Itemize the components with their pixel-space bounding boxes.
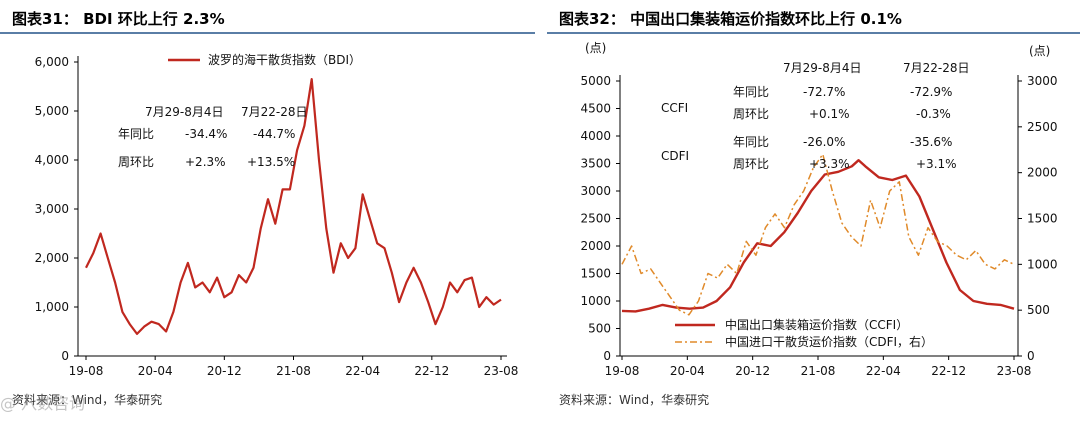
x-tick-label: 20-04 bbox=[138, 364, 173, 378]
chart-panel-ccfi-cdfi: 图表32： 中国出口集装箱运价指数环比上行 0.1% (点) (点) 0 500 1… bbox=[547, 0, 1080, 425]
y-tick-label-left: 3000 bbox=[580, 184, 611, 198]
x-tick-label: 19-08 bbox=[69, 364, 104, 378]
watermark: @ 八数咨询 bbox=[0, 394, 86, 413]
ann-cdfi-label: CDFI bbox=[661, 149, 689, 163]
chart-panel-bdi: 图表31： BDI 环比上行 2.3% 0 1,000 2,000 3,000 4,00… bbox=[0, 0, 535, 425]
y-tick-label-right: 1500 bbox=[1027, 212, 1058, 226]
title-rule bbox=[547, 32, 1080, 34]
legend-label-ccfi: 中国出口集装箱运价指数（CCFI） bbox=[725, 317, 908, 332]
annotation-table: 7月29-8月4日 7月22-28日 年同比 -34.4% -44.7% 周环比… bbox=[118, 105, 308, 169]
y-tick-label: 0 bbox=[61, 349, 69, 363]
ann-ccfi-label: CCFI bbox=[661, 101, 688, 115]
y-tick-label-left: 2500 bbox=[580, 212, 611, 226]
y-tick-label-right: 2000 bbox=[1027, 166, 1058, 180]
series-line-ccfi bbox=[621, 159, 1015, 313]
y-tick-label-left: 1000 bbox=[580, 294, 611, 308]
ann-r4-label: 周环比 bbox=[733, 157, 769, 171]
ann-row1-v1: -34.4% bbox=[185, 127, 227, 141]
x-tick-label: 22-04 bbox=[866, 364, 901, 378]
ann-r4-v1: +3.3% bbox=[809, 157, 850, 171]
ann-r3-v1: -26.0% bbox=[803, 135, 845, 149]
x-tick-label: 23-08 bbox=[997, 364, 1032, 378]
title-rule bbox=[0, 32, 535, 34]
source-note: 资料来源：Wind，华泰研究 bbox=[559, 393, 710, 407]
y-tick-label-right: 3000 bbox=[1027, 74, 1058, 88]
ann-r1-v2: -72.9% bbox=[910, 85, 952, 99]
x-tick-label: 20-12 bbox=[207, 364, 242, 378]
series-line-bdi bbox=[85, 78, 502, 335]
ann-header-2: 7月22-28日 bbox=[903, 61, 970, 75]
y-tick-label-left: 5000 bbox=[580, 74, 611, 88]
y-tick-label-right: 2500 bbox=[1027, 120, 1058, 134]
ann-row2-v2: +13.5% bbox=[247, 155, 295, 169]
legend-label-cdfi: 中国进口干散货运价指数（CDFI，右） bbox=[725, 334, 933, 349]
legend: 波罗的海干散货指数（BDI） bbox=[168, 52, 361, 67]
x-tick-label: 21-08 bbox=[801, 364, 836, 378]
x-tick-label: 23-08 bbox=[484, 364, 519, 378]
x-tick-label: 22-12 bbox=[414, 364, 449, 378]
y-tick-label-left: 0 bbox=[603, 349, 611, 363]
ann-r2-v2: -0.3% bbox=[916, 107, 951, 121]
y-tick-label-right: 500 bbox=[1027, 303, 1050, 317]
series-line-cdfi bbox=[621, 153, 1015, 316]
ann-row1-v2: -44.7% bbox=[253, 127, 295, 141]
y-tick-label: 2,000 bbox=[35, 251, 69, 265]
x-tick-label: 20-04 bbox=[670, 364, 705, 378]
chart-title: 图表31： BDI 环比上行 2.3% bbox=[12, 10, 225, 28]
y-tick-label: 4,000 bbox=[35, 153, 69, 167]
annotation-table: 7月29-8月4日 7月22-28日 CCFI CDFI 年同比 -72.7% … bbox=[661, 61, 970, 171]
x-tick-label: 22-12 bbox=[931, 364, 966, 378]
bdi-chart: 0 1,000 2,000 3,000 4,000 5,000 6,000 19-08 20-… bbox=[35, 52, 519, 378]
x-tick-label: 20-12 bbox=[735, 364, 770, 378]
ann-row2-v1: +2.3% bbox=[185, 155, 226, 169]
ann-r1-label: 年同比 bbox=[733, 85, 769, 99]
ann-header-2: 7月22-28日 bbox=[241, 105, 308, 119]
ann-header-1: 7月29-8月4日 bbox=[783, 61, 862, 75]
y-tick-label-left: 4500 bbox=[580, 102, 611, 116]
y-tick-label-left: 2000 bbox=[580, 239, 611, 253]
ann-row2-label: 周环比 bbox=[118, 155, 154, 169]
ann-r3-label: 年同比 bbox=[733, 135, 769, 149]
ann-header-1: 7月29-8月4日 bbox=[145, 105, 224, 119]
ann-r3-v2: -35.6% bbox=[910, 135, 952, 149]
x-tick-label: 19-08 bbox=[605, 364, 640, 378]
source-note: 资料来源：Wind，华泰研究 bbox=[12, 393, 163, 407]
ann-r2-label: 周环比 bbox=[733, 107, 769, 121]
chart-title: 图表32： 中国出口集装箱运价指数环比上行 0.1% bbox=[559, 10, 902, 28]
y-tick-label: 1,000 bbox=[35, 300, 69, 314]
y-tick-label: 3,000 bbox=[35, 202, 69, 216]
y-tick-label: 6,000 bbox=[35, 55, 69, 69]
legend: 中国出口集装箱运价指数（CCFI） 中国进口干散货运价指数（CDFI，右） bbox=[675, 317, 933, 349]
ccfi-cdfi-chart: (点) (点) 0 500 1000 1500 2000 2500 3000 3500 4000… bbox=[580, 41, 1058, 378]
ann-row1-label: 年同比 bbox=[118, 127, 154, 141]
x-tick-label: 22-04 bbox=[345, 364, 380, 378]
unit-left: (点) bbox=[585, 41, 606, 55]
x-tick-label: 21-08 bbox=[276, 364, 311, 378]
ann-r2-v1: +0.1% bbox=[809, 107, 850, 121]
ann-r4-v2: +3.1% bbox=[916, 157, 957, 171]
unit-right: (点) bbox=[1029, 44, 1050, 58]
y-tick-label-right: 0 bbox=[1027, 349, 1035, 363]
y-tick-label-left: 3500 bbox=[580, 157, 611, 171]
y-tick-label: 5,000 bbox=[35, 104, 69, 118]
ann-r1-v1: -72.7% bbox=[803, 85, 845, 99]
y-tick-label-left: 4000 bbox=[580, 129, 611, 143]
y-tick-label-left: 500 bbox=[588, 322, 611, 336]
y-tick-label-left: 1500 bbox=[580, 267, 611, 281]
legend-label-bdi: 波罗的海干散货指数（BDI） bbox=[208, 52, 361, 67]
y-tick-label-right: 1000 bbox=[1027, 257, 1058, 271]
